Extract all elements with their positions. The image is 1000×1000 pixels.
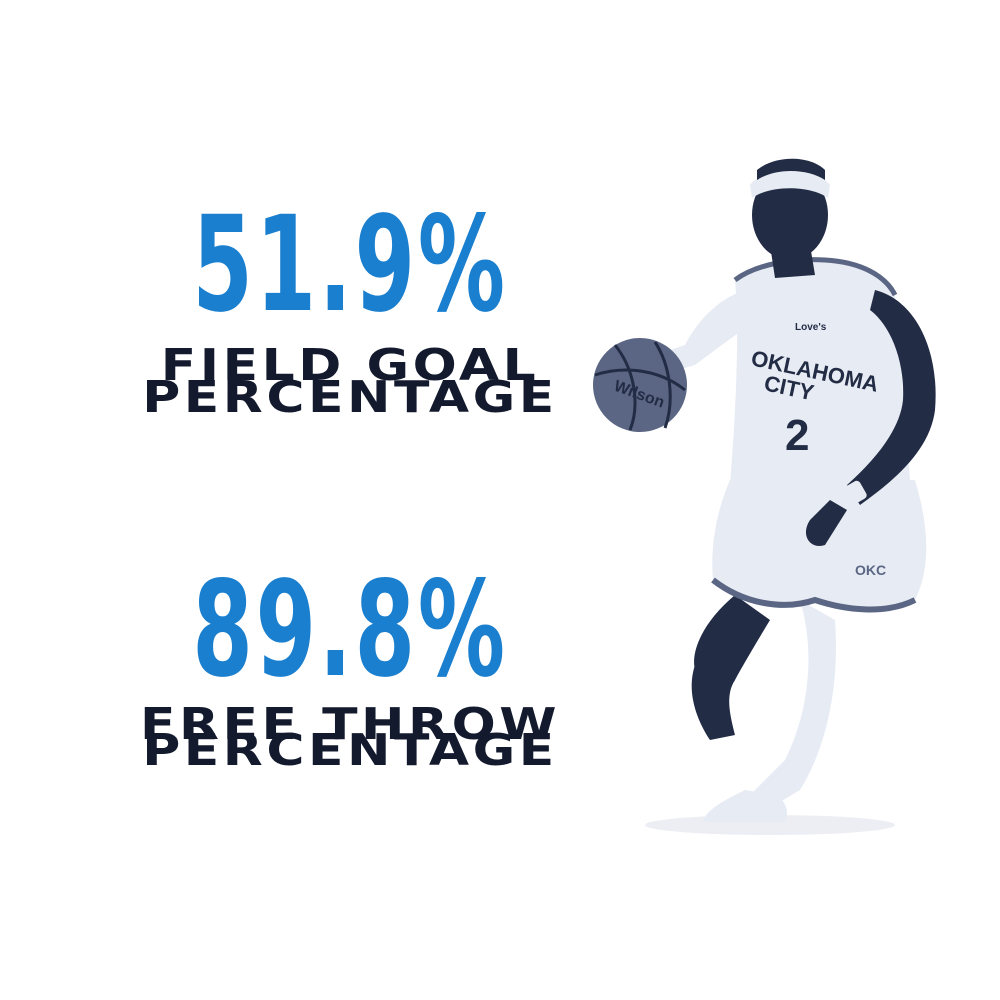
field-goal-label-line1: FIELD GOAL <box>160 340 540 391</box>
hair <box>757 158 825 180</box>
left-arm <box>655 290 750 375</box>
field-goal-percentage-value: 51.9% <box>192 188 508 342</box>
back-shin <box>691 665 735 740</box>
free-throw-label-line1: FREE THROW <box>139 699 561 750</box>
headband <box>750 170 830 198</box>
basketball-player-photo: OKC OKLAHOMA CITY 2 Love's Wilson <box>593 158 936 835</box>
sneaker <box>703 790 787 822</box>
jersey-number: 2 <box>785 411 809 460</box>
shorts-logo: OKC <box>855 562 886 578</box>
free-throw-percentage-value: 89.8% <box>192 553 508 707</box>
basketball-seams <box>594 341 686 431</box>
jersey-patch: Love's <box>795 322 827 333</box>
field-goal-stat: 51.9% FIELD GOAL PERCENTAGE <box>70 175 630 420</box>
jersey <box>730 259 910 485</box>
jersey-collar <box>733 257 898 297</box>
back-leg <box>694 595 770 689</box>
right-hand <box>805 500 847 546</box>
free-throw-label-line2: PERCENTAGE <box>142 725 558 776</box>
shorts-trim <box>711 577 917 613</box>
front-leg <box>751 600 836 807</box>
right-arm <box>847 290 936 505</box>
free-throw-stat: 89.8% FREE THROW PERCENTAGE <box>70 540 630 773</box>
wristband <box>835 480 867 510</box>
head <box>752 170 828 260</box>
field-goal-label-line2: PERCENTAGE <box>142 372 558 423</box>
